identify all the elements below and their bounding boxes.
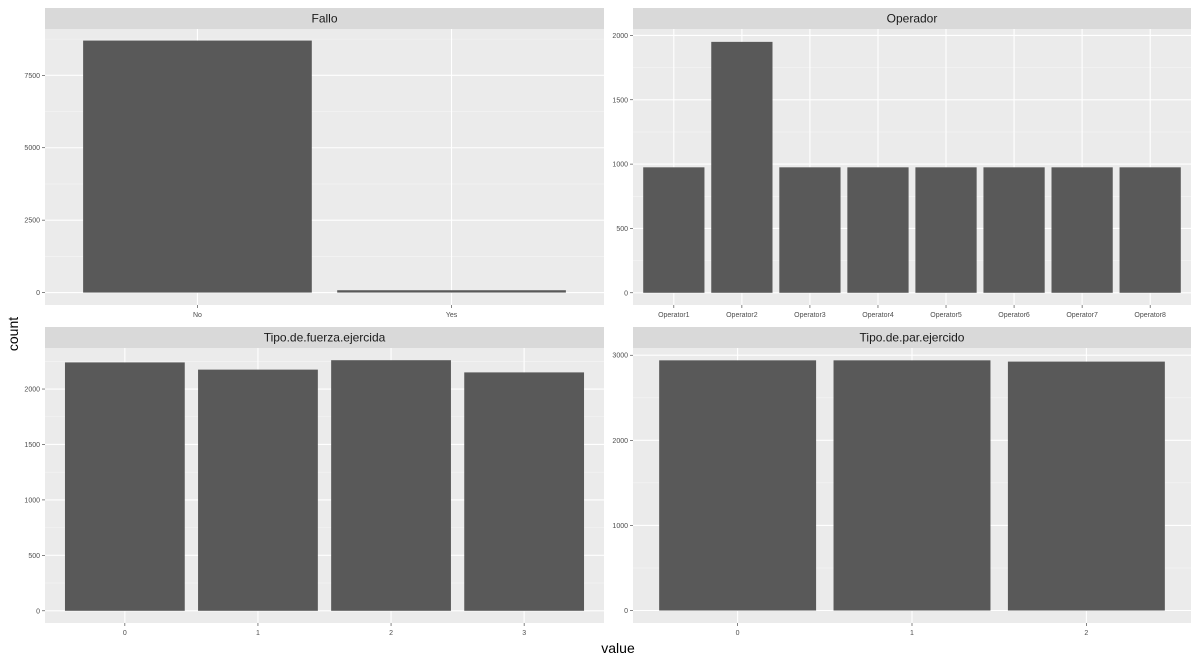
bar-2 <box>331 360 451 611</box>
y-tick-label: 500 <box>28 553 40 560</box>
facet-strip <box>45 8 604 29</box>
bar-operator5 <box>915 167 977 293</box>
x-tick-label: 1 <box>256 630 260 637</box>
x-tick-label: 3 <box>522 630 526 637</box>
x-tick-label: Operator8 <box>1134 312 1166 319</box>
bar-operator2 <box>711 41 773 293</box>
facet-tipo-de-fuerza-ejercida: Tipo.de.fuerza.ejercida 0 500 1000 1500 2000 0… <box>24 327 604 637</box>
facet-title: Fallo <box>311 12 337 26</box>
x-tick-label: 2 <box>1084 630 1088 637</box>
y-tick-label: 7500 <box>24 73 40 80</box>
facet-title: Tipo.de.par.ejercido <box>860 331 965 345</box>
x-tick-label: Yes <box>446 312 458 319</box>
bar-1 <box>198 369 318 611</box>
bar-yes <box>337 290 566 293</box>
y-tick-label: 1000 <box>612 523 628 530</box>
facet-strip <box>633 8 1191 29</box>
x-tick-label: Operator5 <box>930 312 962 319</box>
bar-0 <box>64 362 185 611</box>
y-tick-label: 1000 <box>24 497 40 504</box>
y-tick-label: 0 <box>36 290 40 297</box>
y-axis-title: count <box>5 317 21 351</box>
bar-1 <box>833 360 991 611</box>
facet-title: Tipo.de.fuerza.ejercida <box>264 331 386 345</box>
y-tick-label: 1500 <box>24 442 40 449</box>
x-tick-label: Operator3 <box>794 312 826 319</box>
y-tick-label: 1000 <box>612 162 628 169</box>
x-tick-label: 2 <box>389 630 393 637</box>
bar-operator7 <box>1051 167 1113 293</box>
bar-3 <box>464 372 585 611</box>
y-tick-label: 2000 <box>24 387 40 394</box>
y-tick-label: 3000 <box>612 353 628 360</box>
y-tick-label: 2000 <box>612 33 628 40</box>
bar-0 <box>659 360 817 611</box>
bar-operator6 <box>983 167 1045 293</box>
y-tick-label: 500 <box>616 226 628 233</box>
facet-operador: Operador 0 500 1000 1500 2000 Operator1 Operato… <box>612 8 1191 319</box>
x-tick-label: 1 <box>910 630 914 637</box>
y-tick-label: 0 <box>624 608 628 615</box>
facet-tipo-de-par-ejercido: Tipo.de.par.ejercido 0 1000 2000 3000 0 1 2 <box>612 327 1191 637</box>
y-tick-label: 1500 <box>612 97 628 104</box>
x-tick-label: Operator6 <box>998 312 1030 319</box>
x-tick-label: 0 <box>736 630 740 637</box>
facet-title: Operador <box>887 12 938 26</box>
y-tick-label: 2500 <box>24 218 40 225</box>
y-tick-label: 2000 <box>612 438 628 445</box>
bar-operator4 <box>847 167 909 293</box>
bar-2 <box>1007 361 1165 611</box>
y-tick-label: 0 <box>36 608 40 615</box>
x-tick-label: 0 <box>123 630 127 637</box>
x-axis-title: value <box>601 640 635 656</box>
y-tick-label: 0 <box>624 290 628 297</box>
x-tick-label: Operator2 <box>726 312 758 319</box>
bar-operator3 <box>779 167 841 293</box>
x-tick-label: Operator7 <box>1066 312 1098 319</box>
x-tick-label: Operator4 <box>862 312 894 319</box>
bar-operator8 <box>1119 167 1181 293</box>
bar-no <box>83 40 312 293</box>
facet-strip <box>45 327 604 348</box>
x-tick-label: Operator1 <box>658 312 690 319</box>
bar-operator1 <box>643 167 705 293</box>
facet-strip <box>633 327 1191 348</box>
facet-fallo: Fallo 0 2500 5000 7500 No Yes <box>24 8 604 319</box>
y-tick-label: 5000 <box>24 145 40 152</box>
x-tick-label: No <box>193 312 202 319</box>
